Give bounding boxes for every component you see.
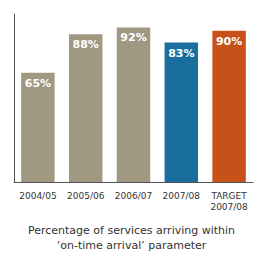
svg-text:‘on-time arrival’ parameter: ‘on-time arrival’ parameter xyxy=(57,239,207,252)
svg-text:2007/08: 2007/08 xyxy=(163,191,201,201)
svg-text:Percentage of services arrivin: Percentage of services arriving within xyxy=(28,224,235,237)
svg-text:83%: 83% xyxy=(168,47,194,60)
svg-text:2005/06: 2005/06 xyxy=(67,191,105,201)
svg-text:65%: 65% xyxy=(25,77,51,90)
svg-text:92%: 92% xyxy=(120,31,146,44)
svg-text:88%: 88% xyxy=(73,38,99,51)
svg-text:2004/05: 2004/05 xyxy=(19,191,56,201)
svg-text:2006/07: 2006/07 xyxy=(115,191,152,201)
svg-text:2007/08: 2007/08 xyxy=(210,202,248,212)
svg-text:90%: 90% xyxy=(216,35,242,48)
svg-text:TARGET: TARGET xyxy=(210,191,247,201)
